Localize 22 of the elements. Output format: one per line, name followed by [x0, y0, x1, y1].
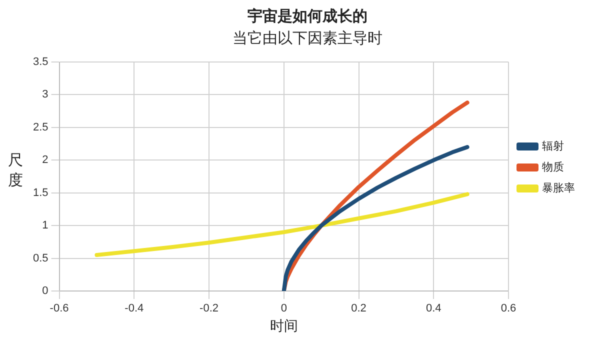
y-tick-label: 2.5 [32, 121, 48, 134]
chart-subtitle: 当它由以下因素主导时 [232, 28, 382, 47]
x-tick-label: -0.2 [200, 302, 219, 315]
x-tick-label: -0.4 [124, 302, 144, 315]
y-tick-label: 0.5 [32, 252, 48, 264]
y-tick-label: 3 [42, 88, 48, 101]
y-tick-label: 1 [42, 220, 48, 232]
y-tick-label: 0 [42, 285, 48, 298]
x-tick-label: 0 [280, 302, 287, 315]
chart-title: 宇宙是如何成长的 [248, 6, 368, 25]
y-tick-label: 2 [42, 154, 48, 166]
legend-label: 物质 [542, 160, 564, 174]
x-axis-title: 时间 [270, 317, 298, 334]
legend-label: 暴胀率 [542, 182, 575, 195]
y-axis-title: 尺度 [8, 150, 24, 190]
legend-label: 辐射 [542, 140, 564, 153]
x-tick-label: 0.6 [500, 302, 516, 315]
x-tick-label: -0.6 [50, 302, 69, 315]
x-tick-label: 0.2 [351, 302, 366, 315]
y-tick-label: 3.5 [32, 56, 48, 68]
x-tick-label: 0.4 [426, 302, 442, 315]
y-tick-label: 1.5 [32, 186, 48, 199]
